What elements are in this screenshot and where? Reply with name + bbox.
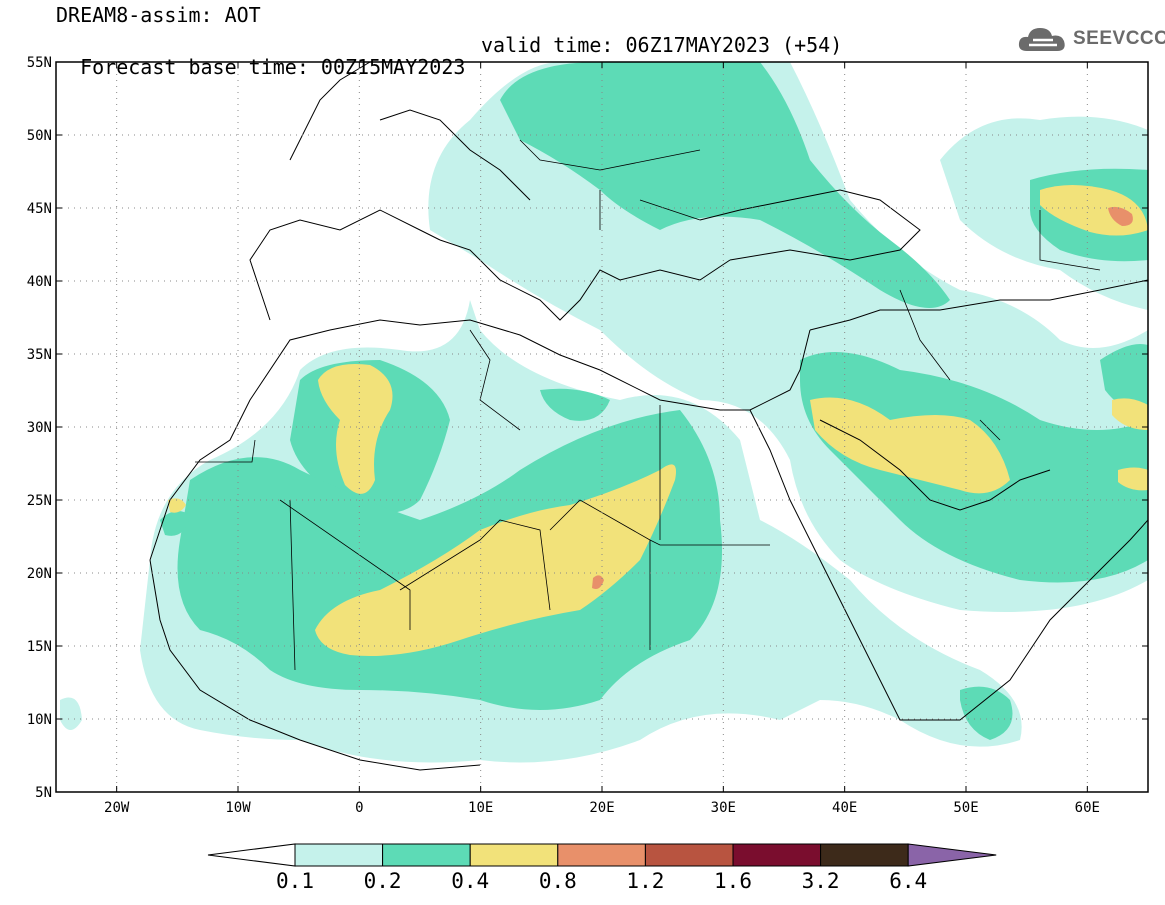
lat-label: 5N (35, 785, 52, 801)
lat-label: 15N (27, 639, 52, 655)
colorbar-label: 1.6 (714, 869, 752, 893)
colorbar-swatch (644, 843, 734, 867)
seevccc-logo: SEEVCCC (1017, 22, 1165, 56)
colorbar-label: 0.4 (451, 869, 489, 893)
lon-label: 50E (953, 800, 978, 816)
lat-label: 35N (27, 347, 52, 363)
lat-label: 25N (27, 493, 52, 509)
forecast-times: Forecast base time: 00Z15MAY2023 valid t… (56, 34, 842, 100)
lat-label: 30N (27, 420, 52, 436)
lon-label: 10E (468, 800, 493, 816)
base-time: Forecast base time: 00Z15MAY2023 (80, 55, 466, 79)
colorbar-label: 1.2 (626, 869, 664, 893)
colorbar-swatch (382, 843, 471, 867)
coastlines (149, 62, 1148, 771)
longitude-labels: 20W 10W 0 10E 20E 30E 40E 50E 60E (104, 800, 1100, 816)
lon-label: 40E (832, 800, 857, 816)
graticule (56, 62, 1148, 792)
lat-label: 20N (27, 566, 52, 582)
colorbar: 0.1 0.2 0.4 0.8 1.2 1.6 3.2 6.4 (207, 843, 997, 893)
colorbar-label: 0.8 (539, 869, 577, 893)
map-title: DREAM8-assim: AOT (56, 3, 261, 27)
lon-label: 60E (1075, 800, 1100, 816)
colorbar-swatch (820, 843, 909, 867)
lat-label: 10N (27, 712, 52, 728)
borders (195, 139, 1101, 671)
lon-label: 30E (711, 800, 736, 816)
colorbar-over-arrow (907, 843, 997, 867)
valid-time: valid time: 06Z17MAY2023 (+54) (481, 33, 843, 57)
colorbar-label: 0.1 (276, 869, 314, 893)
colorbar-label: 0.2 (364, 869, 402, 893)
lat-label: 50N (27, 128, 52, 144)
cloud-icon (1018, 28, 1065, 51)
lat-label: 40N (27, 274, 52, 290)
lon-label: 20W (104, 800, 130, 816)
aot-field (60, 62, 1148, 763)
colorbar-swatch (294, 843, 384, 867)
colorbar-swatch (732, 843, 822, 867)
axis-ticks (56, 61, 1148, 793)
lat-label: 45N (27, 201, 52, 217)
colorbar-label: 6.4 (889, 869, 927, 893)
latitude-labels: 55N 50N 45N 40N 35N 30N 25N 20N 15N 10N 5N (27, 55, 52, 801)
colorbar-under-arrow (207, 843, 296, 867)
lon-label: 20E (589, 800, 614, 816)
lat-label: 55N (27, 55, 52, 71)
lon-label: 10W (225, 800, 251, 816)
lon-label: 0 (355, 800, 363, 816)
colorbar-swatch (469, 843, 559, 867)
map-frame (55, 61, 1149, 793)
colorbar-label: 3.2 (802, 869, 840, 893)
colorbar-swatch (557, 843, 646, 867)
